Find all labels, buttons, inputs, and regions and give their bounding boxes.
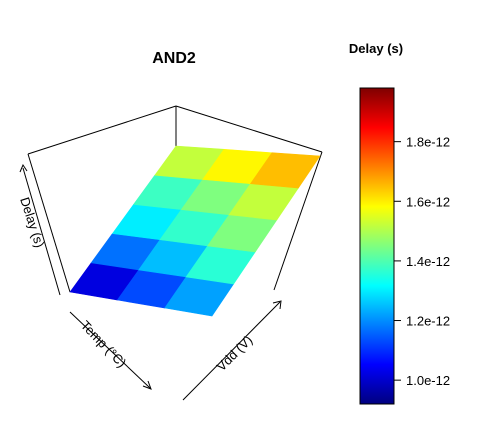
plot-box xyxy=(27,105,323,293)
colorbar-tick-label: 1.4e-12 xyxy=(406,254,450,269)
y-axis-label: Vdd (V) xyxy=(214,332,256,374)
delay-surface xyxy=(69,145,321,317)
surface-patch xyxy=(249,152,321,189)
axis-arrows xyxy=(19,163,282,401)
colorbar xyxy=(359,87,395,405)
x-axis-label: Temp (°C) xyxy=(78,318,130,371)
colorbar-tick-label: 1.2e-12 xyxy=(406,314,450,329)
colorbar-tick-label: 1.0e-12 xyxy=(406,373,450,388)
legend-title: Delay (s) xyxy=(349,41,403,56)
colorbar-ticks: 1.0e-12 1.2e-12 1.4e-12 1.6e-12 1.8e-12 xyxy=(394,135,450,388)
colorbar-tick-label: 1.8e-12 xyxy=(406,135,450,150)
chart-title: AND2 xyxy=(152,50,196,67)
colorbar-tick-label: 1.6e-12 xyxy=(406,194,450,209)
